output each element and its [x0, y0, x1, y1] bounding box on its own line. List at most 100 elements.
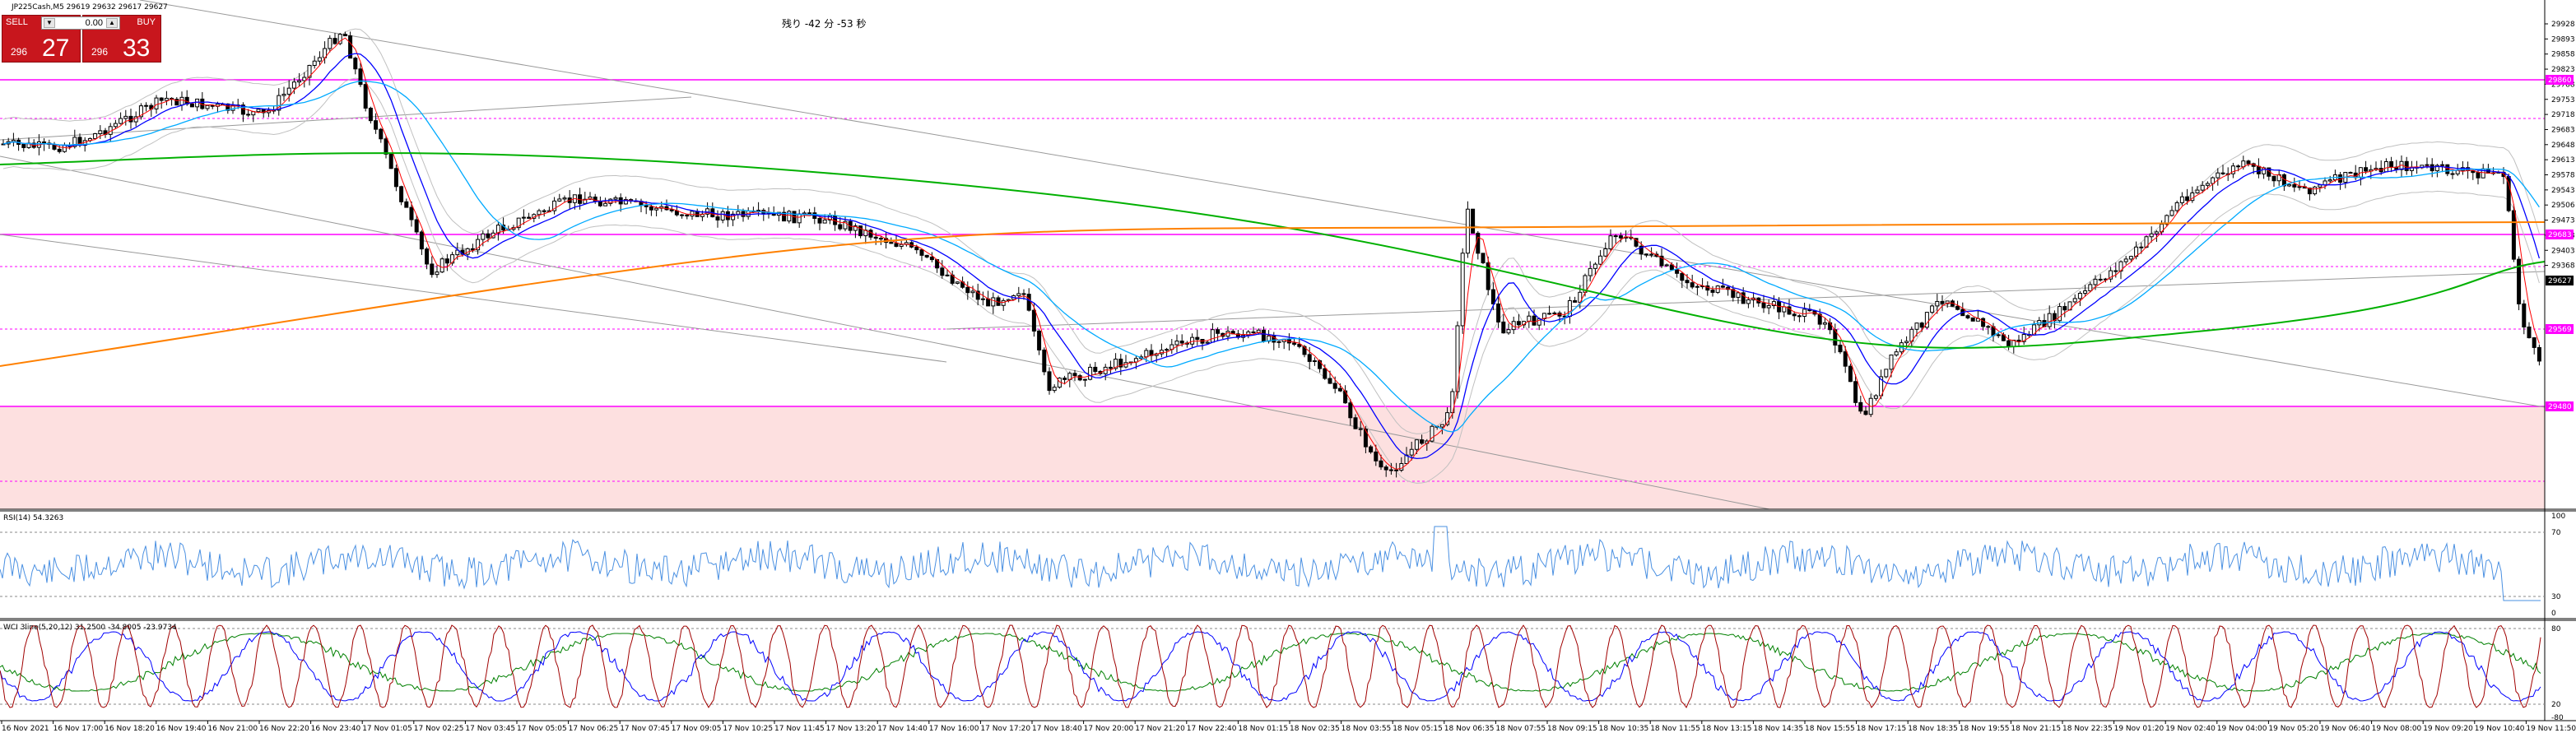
- time-tick-label: 18 Nov 22:35: [2062, 725, 2113, 733]
- time-tick-label: 17 Nov 18:40: [1032, 725, 1082, 733]
- price-tag-label: 29569: [2548, 326, 2572, 334]
- price-tick-label: 29368: [2551, 262, 2575, 271]
- time-tick-label: 19 Nov 05:20: [2268, 725, 2318, 733]
- time-tick-label: 17 Nov 03:45: [465, 725, 515, 733]
- time-tick-label: 17 Nov 22:40: [1187, 725, 1237, 733]
- time-tick-label: 17 Nov 20:00: [1084, 725, 1134, 733]
- buy-label: BUY: [137, 17, 156, 27]
- price-tick-label: 29858: [2551, 51, 2575, 59]
- time-tick-label: 16 Nov 17:00: [53, 725, 104, 733]
- price-tag-label: 29860: [2548, 77, 2572, 85]
- time-tick-label: 18 Nov 17:15: [1857, 725, 1907, 733]
- time-tick-label: 18 Nov 03:55: [1341, 725, 1392, 733]
- time-tick-label: 17 Nov 05:05: [517, 725, 567, 733]
- time-tick-label: 16 Nov 21:00: [207, 725, 258, 733]
- price-tag: [2546, 276, 2574, 285]
- countdown-label: 残り -42 分 -53 秒: [782, 18, 866, 30]
- time-tick-label: 18 Nov 14:35: [1753, 725, 1803, 733]
- stoch-tick-label: 20: [2551, 701, 2561, 709]
- time-tick-label: 18 Nov 19:55: [1960, 725, 2010, 733]
- volume-down-icon[interactable]: ▼: [44, 18, 55, 28]
- price-tick-label: 29613: [2551, 156, 2575, 165]
- time-tick-label: 19 Nov 08:00: [2372, 725, 2422, 733]
- trend-lines: [0, 0, 2546, 510]
- time-tick-label: 18 Nov 21:15: [2011, 725, 2061, 733]
- price-tag-label: 29627: [2548, 277, 2572, 285]
- sell-price-prefix: 296: [11, 46, 28, 58]
- time-tick-label: 19 Nov 04:00: [2217, 725, 2267, 733]
- time-tick-label: 17 Nov 11:45: [774, 725, 825, 733]
- time-tick-label: 19 Nov 06:40: [2320, 725, 2370, 733]
- main-pane[interactable]: JP225Cash,M5 29619 29632 29617 29627 残り …: [0, 0, 2546, 510]
- time-tick-label: 17 Nov 21:20: [1135, 725, 1185, 733]
- price-tick-label: 29788: [2551, 81, 2575, 89]
- time-tick-label: 18 Nov 05:15: [1393, 725, 1443, 733]
- rsi-line: [0, 526, 2541, 601]
- stoch-tick-label: 80: [2551, 625, 2561, 633]
- rsi-tick-label: 100: [2551, 513, 2565, 521]
- time-tick-label: 17 Nov 02:25: [414, 725, 464, 733]
- rsi-tick-label: 70: [2551, 529, 2561, 537]
- stoch-label: WCI 3line(5,20,12) 31.2500 -34.8005 -23.…: [3, 624, 177, 632]
- moving-averages: [0, 37, 2546, 470]
- price-tick-label: 29928: [2551, 21, 2575, 29]
- sell-label: SELL: [6, 17, 28, 27]
- time-tick-label: 17 Nov 17:20: [980, 725, 1030, 733]
- price-axis: 29928 29893 29858 29823 29788 29753 29718 29683…: [2544, 0, 2575, 721]
- price-tag: [2546, 401, 2574, 411]
- price-tag: [2546, 230, 2574, 239]
- time-tick-label: 18 Nov 09:15: [1547, 725, 1597, 733]
- time-tick-label: 18 Nov 07:55: [1495, 725, 1546, 733]
- time-tick-label: 19 Nov 02:40: [2165, 725, 2216, 733]
- price-tick-label: 29718: [2551, 111, 2575, 119]
- rsi-pane[interactable]: RSI(14) 54.3263 100 70 30 0: [0, 508, 2576, 618]
- price-tick-label: 29578: [2551, 172, 2575, 180]
- time-tick-label: 18 Nov 18:35: [1908, 725, 1958, 733]
- stoch-green-line: [0, 633, 2541, 692]
- price-tick-label: 29683: [2551, 126, 2575, 134]
- symbol-header: JP225Cash,M5 29619 29632 29617 29627: [11, 3, 168, 12]
- time-tick-label: 19 Nov 10:40: [2475, 725, 2525, 733]
- time-tick-label: 18 Nov 11:55: [1650, 725, 1700, 733]
- time-tick-label: 19 Nov 11:50: [2526, 725, 2576, 733]
- time-tick-label: 19 Nov 09:20: [2423, 725, 2473, 733]
- buy-price-prefix: 296: [91, 46, 109, 58]
- time-tick-label: 17 Nov 09:05: [672, 725, 722, 733]
- one-click-trading-panel: SELL 296 27 BUY 296 33 ▼ 0.00 ▲: [2, 15, 161, 63]
- time-tick-label: 16 Nov 22:20: [259, 725, 309, 733]
- demand-zone: [0, 406, 2545, 509]
- stoch-tick-label: -80: [2551, 714, 2564, 722]
- price-tick-label: 29893: [2551, 35, 2575, 44]
- price-tag-label: 29480: [2548, 403, 2572, 411]
- time-tick-label: 18 Nov 06:35: [1444, 725, 1495, 733]
- rsi-tick-label: 30: [2551, 593, 2561, 601]
- buy-price-big: 33: [123, 35, 151, 62]
- time-tick-label: 17 Nov 10:25: [723, 725, 773, 733]
- time-tick-label: 17 Nov 01:05: [362, 725, 412, 733]
- rsi-label: RSI(14) 54.3263: [3, 514, 63, 522]
- buy-button[interactable]: BUY 296 33: [82, 15, 161, 63]
- time-tick-label: 16 Nov 23:40: [311, 725, 361, 733]
- time-tick-label: 18 Nov 10:35: [1599, 725, 1649, 733]
- price-tick-label: 29506: [2551, 202, 2575, 210]
- time-tick-label: 17 Nov 06:25: [569, 725, 619, 733]
- stoch-red-line: [0, 624, 2541, 709]
- volume-up-icon[interactable]: ▲: [106, 18, 118, 28]
- volume-input[interactable]: ▼ 0.00 ▲: [41, 16, 120, 30]
- price-tick-label: 29543: [2551, 187, 2575, 195]
- time-tick-label: 17 Nov 13:20: [826, 725, 876, 733]
- price-tag: [2546, 75, 2574, 85]
- price-tag-label: 29683: [2548, 231, 2572, 239]
- price-tick-label: 29648: [2551, 141, 2575, 150]
- time-tick-label: 18 Nov 02:35: [1290, 725, 1340, 733]
- time-tick-label: 18 Nov 15:55: [1805, 725, 1855, 733]
- price-tick-label: 29473: [2551, 217, 2575, 225]
- price-tick-label: 29403: [2551, 247, 2575, 255]
- time-tick-label: 18 Nov 01:15: [1238, 725, 1288, 733]
- time-tick-label: 16 Nov 18:20: [105, 725, 155, 733]
- sell-price-big: 27: [42, 35, 70, 62]
- time-tick-label: 16 Nov 2021: [2, 725, 49, 733]
- rsi-tick-label: 0: [2551, 610, 2556, 618]
- stoch-pane[interactable]: WCI 3line(5,20,12) 31.2500 -34.8005 -23.…: [0, 618, 2576, 722]
